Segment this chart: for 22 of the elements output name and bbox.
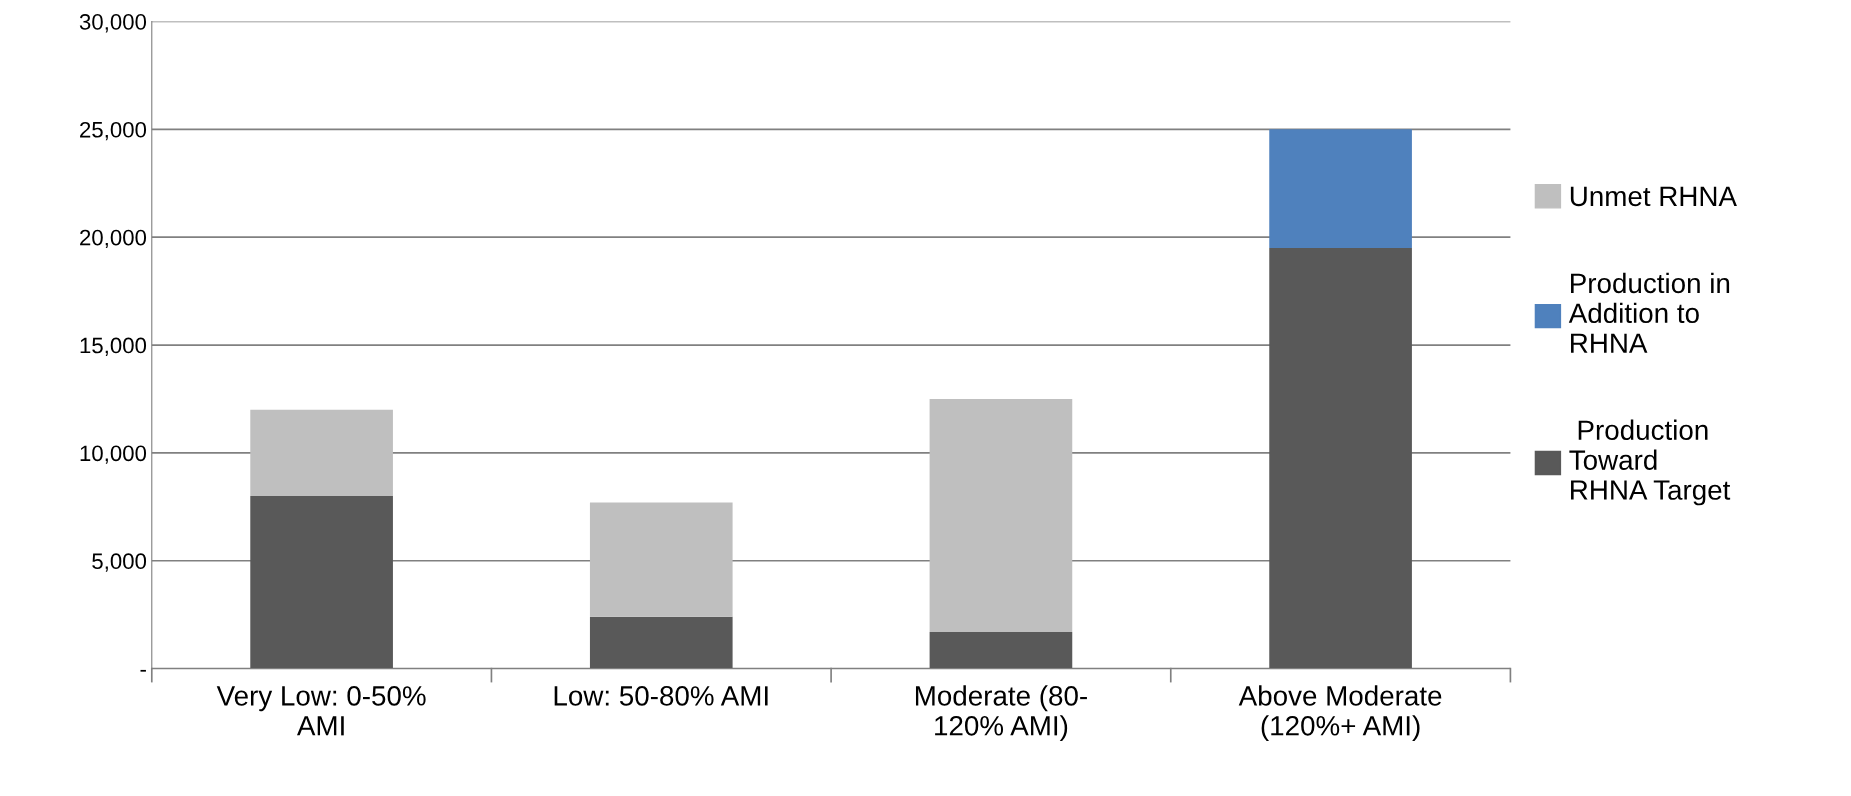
bar [929,631,1073,669]
bar [929,399,1073,632]
y-tick-label: 20,000 [80,229,147,249]
y-tick-label: 5,000 [92,553,147,572]
y-tick-label: 25,000 [80,121,147,141]
x-tick-label: Moderate (80- 120% AMI) [915,685,1087,742]
y-tick-label: 15,000 [80,337,147,356]
bar [1269,129,1412,248]
x-tick-label: Very Low: 0-50% AMI [216,686,426,736]
bar [250,496,393,669]
x-tick-label: Low: 50-80% AMI [554,686,768,706]
bar [589,616,733,669]
bar [589,502,733,617]
bar [250,409,393,497]
legend-label: Production Toward RHNA Target [1569,419,1731,506]
legend-label: Unmet RHNA [1570,186,1737,207]
y-tick-label: - [140,669,146,672]
y-tick-label: 10,000 [80,445,147,464]
legend-label: Production in Addition to RHNA [1568,272,1730,353]
x-tick-label: Above Moderate (120%+ AMI) [1238,685,1442,742]
y-tick-label: 30,000 [79,14,147,33]
bar [1269,247,1412,669]
